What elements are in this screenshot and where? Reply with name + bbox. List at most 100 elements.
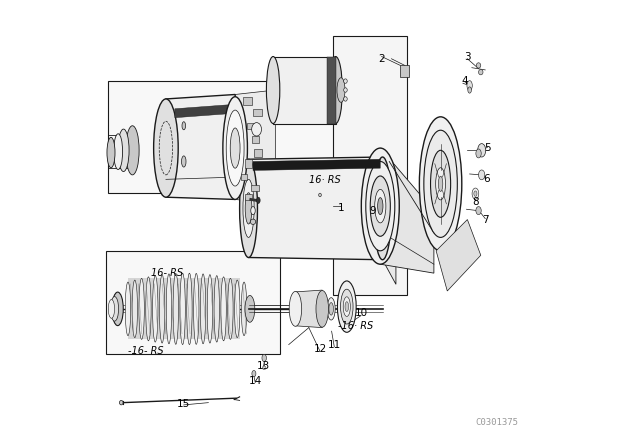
Ellipse shape bbox=[316, 291, 328, 327]
FancyBboxPatch shape bbox=[253, 109, 262, 116]
Ellipse shape bbox=[472, 188, 479, 199]
Polygon shape bbox=[253, 159, 380, 170]
Ellipse shape bbox=[479, 69, 483, 75]
Ellipse shape bbox=[241, 282, 247, 336]
Ellipse shape bbox=[344, 88, 348, 92]
Polygon shape bbox=[106, 251, 280, 353]
Ellipse shape bbox=[468, 87, 472, 93]
Ellipse shape bbox=[344, 79, 348, 83]
Ellipse shape bbox=[374, 157, 392, 260]
Polygon shape bbox=[296, 290, 322, 327]
Ellipse shape bbox=[337, 78, 345, 102]
Ellipse shape bbox=[252, 370, 256, 377]
Ellipse shape bbox=[262, 366, 266, 370]
Ellipse shape bbox=[139, 278, 144, 340]
Ellipse shape bbox=[226, 110, 244, 186]
Ellipse shape bbox=[132, 280, 138, 338]
FancyBboxPatch shape bbox=[245, 159, 252, 168]
Ellipse shape bbox=[289, 292, 301, 326]
Ellipse shape bbox=[476, 149, 481, 158]
Ellipse shape bbox=[474, 191, 477, 196]
Text: 5: 5 bbox=[484, 143, 491, 153]
Ellipse shape bbox=[243, 179, 254, 237]
FancyBboxPatch shape bbox=[254, 149, 262, 156]
Ellipse shape bbox=[438, 176, 443, 191]
Ellipse shape bbox=[146, 277, 151, 341]
Text: 4: 4 bbox=[462, 76, 468, 86]
Polygon shape bbox=[333, 36, 407, 296]
Polygon shape bbox=[128, 279, 239, 339]
Ellipse shape bbox=[125, 126, 139, 175]
FancyBboxPatch shape bbox=[245, 194, 252, 200]
Polygon shape bbox=[175, 104, 235, 118]
Ellipse shape bbox=[337, 281, 356, 332]
Ellipse shape bbox=[345, 302, 349, 311]
Ellipse shape bbox=[112, 292, 124, 326]
Ellipse shape bbox=[476, 63, 481, 68]
Ellipse shape bbox=[250, 219, 256, 224]
Ellipse shape bbox=[120, 401, 123, 405]
Text: 14: 14 bbox=[248, 376, 262, 386]
Ellipse shape bbox=[118, 129, 129, 172]
FancyBboxPatch shape bbox=[252, 136, 259, 143]
Text: 3: 3 bbox=[464, 52, 470, 61]
Ellipse shape bbox=[214, 276, 220, 342]
Ellipse shape bbox=[193, 273, 199, 345]
Ellipse shape bbox=[266, 56, 280, 124]
Ellipse shape bbox=[476, 207, 481, 215]
Ellipse shape bbox=[362, 148, 399, 264]
Ellipse shape bbox=[235, 280, 240, 338]
Ellipse shape bbox=[114, 134, 123, 169]
Ellipse shape bbox=[374, 190, 386, 223]
Text: 2: 2 bbox=[378, 54, 385, 64]
Text: 9: 9 bbox=[369, 206, 376, 215]
Text: C0301375: C0301375 bbox=[475, 418, 518, 427]
Ellipse shape bbox=[173, 273, 179, 345]
Polygon shape bbox=[383, 155, 396, 284]
Ellipse shape bbox=[329, 302, 333, 315]
Ellipse shape bbox=[182, 122, 186, 130]
Polygon shape bbox=[326, 56, 335, 124]
Polygon shape bbox=[380, 148, 434, 273]
Ellipse shape bbox=[431, 151, 451, 217]
Text: 16· RS: 16· RS bbox=[308, 175, 340, 185]
Ellipse shape bbox=[154, 99, 178, 197]
Text: 7: 7 bbox=[482, 215, 488, 224]
Ellipse shape bbox=[467, 81, 472, 90]
Ellipse shape bbox=[343, 297, 350, 316]
FancyBboxPatch shape bbox=[241, 174, 248, 181]
Ellipse shape bbox=[159, 275, 164, 343]
Ellipse shape bbox=[200, 274, 206, 344]
Ellipse shape bbox=[378, 198, 383, 215]
Ellipse shape bbox=[228, 278, 233, 340]
Text: 8: 8 bbox=[472, 197, 479, 207]
Polygon shape bbox=[248, 157, 383, 260]
Ellipse shape bbox=[262, 354, 266, 362]
Ellipse shape bbox=[180, 273, 186, 345]
Ellipse shape bbox=[221, 277, 227, 341]
Ellipse shape bbox=[152, 276, 158, 342]
FancyBboxPatch shape bbox=[243, 97, 252, 105]
Text: -16· RS: -16· RS bbox=[338, 321, 373, 331]
Polygon shape bbox=[235, 90, 275, 204]
Ellipse shape bbox=[251, 207, 255, 215]
Ellipse shape bbox=[230, 128, 240, 168]
Ellipse shape bbox=[327, 297, 335, 320]
FancyBboxPatch shape bbox=[252, 185, 259, 191]
Text: 1: 1 bbox=[338, 203, 345, 213]
Polygon shape bbox=[108, 81, 351, 193]
Ellipse shape bbox=[245, 296, 255, 322]
Ellipse shape bbox=[107, 138, 115, 168]
Text: 12: 12 bbox=[314, 344, 326, 354]
Ellipse shape bbox=[479, 170, 484, 180]
Ellipse shape bbox=[207, 275, 212, 343]
Ellipse shape bbox=[252, 123, 262, 136]
Ellipse shape bbox=[111, 297, 118, 321]
Ellipse shape bbox=[366, 161, 395, 251]
Ellipse shape bbox=[419, 117, 462, 251]
Ellipse shape bbox=[166, 274, 172, 344]
Ellipse shape bbox=[245, 193, 252, 224]
Ellipse shape bbox=[239, 159, 257, 258]
Text: 6: 6 bbox=[483, 174, 490, 184]
Ellipse shape bbox=[329, 56, 342, 124]
